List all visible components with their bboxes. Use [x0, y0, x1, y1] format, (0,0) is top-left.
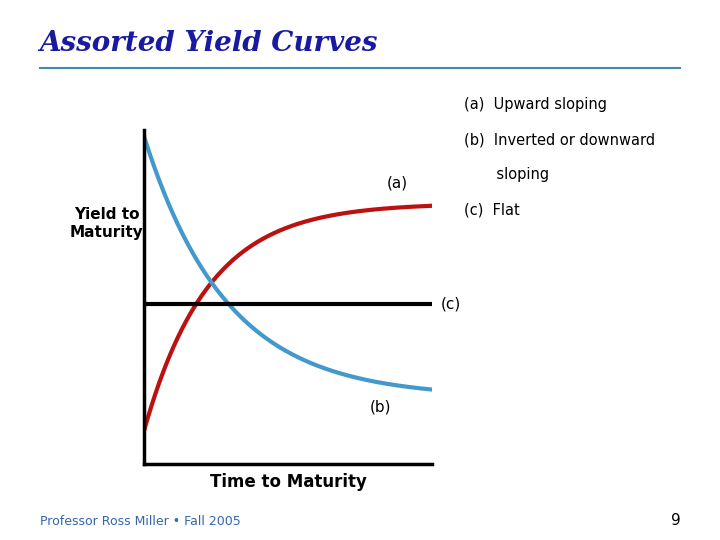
X-axis label: Time to Maturity: Time to Maturity: [210, 472, 366, 491]
Text: (b)  Inverted or downward: (b) Inverted or downward: [464, 132, 655, 147]
Text: Assorted Yield Curves: Assorted Yield Curves: [40, 30, 378, 57]
Text: (a)  Upward sloping: (a) Upward sloping: [464, 97, 608, 112]
Text: (a): (a): [387, 176, 408, 191]
Text: Professor Ross Miller • Fall 2005: Professor Ross Miller • Fall 2005: [40, 515, 240, 528]
Text: 9: 9: [670, 513, 680, 528]
Text: sloping: sloping: [464, 167, 549, 183]
Text: (b): (b): [369, 400, 391, 414]
Text: (c)  Flat: (c) Flat: [464, 202, 520, 218]
Text: Yield to
Maturity: Yield to Maturity: [70, 207, 143, 240]
Text: (c): (c): [441, 296, 461, 311]
